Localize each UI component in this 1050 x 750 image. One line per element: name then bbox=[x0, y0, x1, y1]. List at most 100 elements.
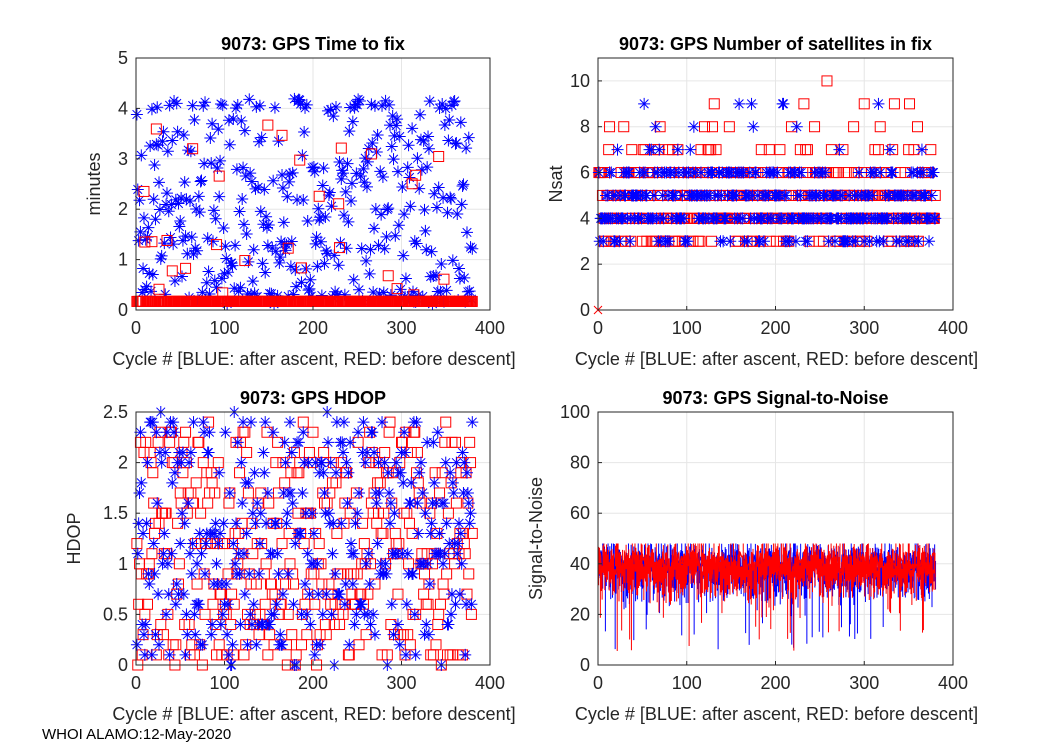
x-axis-label: Cycle # [BLUE: after ascent, RED: before… bbox=[575, 704, 978, 724]
point-after-ascent bbox=[350, 167, 363, 180]
point-after-ascent bbox=[157, 125, 170, 138]
point-after-ascent bbox=[174, 214, 187, 227]
point-after-ascent bbox=[706, 166, 719, 179]
point-before-descent bbox=[888, 98, 900, 110]
point-after-ascent bbox=[253, 99, 266, 112]
point-after-ascent bbox=[250, 638, 263, 651]
point-after-ascent bbox=[336, 436, 349, 449]
point-before-descent bbox=[618, 121, 630, 133]
point-after-ascent bbox=[453, 262, 466, 275]
point-after-ascent bbox=[465, 598, 478, 611]
point-after-ascent bbox=[243, 567, 256, 580]
point-after-ascent bbox=[710, 212, 723, 225]
point-after-ascent bbox=[376, 416, 389, 429]
point-before-descent bbox=[449, 436, 461, 448]
point-before-descent bbox=[710, 144, 722, 156]
point-after-ascent bbox=[403, 171, 416, 184]
point-after-ascent bbox=[342, 466, 355, 479]
data-marks bbox=[130, 406, 479, 671]
point-after-ascent bbox=[311, 557, 324, 570]
point-after-ascent bbox=[422, 130, 435, 143]
point-after-ascent bbox=[337, 416, 350, 429]
point-before-descent bbox=[463, 568, 475, 580]
point-before-descent bbox=[234, 467, 246, 479]
point-after-ascent bbox=[410, 416, 423, 429]
x-tick-label: 400 bbox=[938, 673, 968, 693]
point-after-ascent bbox=[270, 598, 283, 611]
point-after-ascent bbox=[260, 210, 273, 223]
point-after-ascent bbox=[145, 648, 158, 661]
point-after-ascent bbox=[167, 238, 180, 251]
point-before-descent bbox=[464, 436, 476, 448]
point-after-ascent bbox=[230, 101, 243, 114]
point-after-ascent bbox=[239, 170, 252, 183]
point-after-ascent bbox=[328, 249, 341, 262]
point-after-ascent bbox=[160, 187, 173, 200]
point-before-descent bbox=[250, 578, 262, 590]
point-after-ascent bbox=[135, 149, 148, 162]
point-after-ascent bbox=[279, 456, 292, 469]
point-after-ascent bbox=[442, 134, 455, 147]
point-after-ascent bbox=[244, 167, 257, 180]
point-after-ascent bbox=[143, 267, 156, 280]
y-axis-label: HDOP bbox=[64, 512, 84, 564]
chart-title: 9073: GPS HDOP bbox=[240, 388, 386, 408]
point-after-ascent bbox=[160, 426, 173, 439]
point-after-ascent bbox=[179, 648, 192, 661]
point-before-descent bbox=[904, 98, 916, 110]
point-after-ascent bbox=[368, 99, 381, 112]
point-after-ascent bbox=[454, 116, 467, 129]
point-before-descent bbox=[626, 144, 638, 156]
point-after-ascent bbox=[321, 247, 334, 260]
point-after-ascent bbox=[440, 517, 453, 530]
point-after-ascent bbox=[455, 557, 468, 570]
y-tick-label: 2 bbox=[118, 453, 128, 473]
point-before-descent bbox=[433, 151, 445, 163]
point-after-ascent bbox=[173, 220, 186, 233]
point-after-ascent bbox=[222, 598, 235, 611]
point-after-ascent bbox=[159, 288, 172, 301]
point-after-ascent bbox=[274, 251, 287, 264]
point-after-ascent bbox=[272, 135, 285, 148]
point-after-ascent bbox=[300, 98, 313, 111]
point-after-ascent bbox=[259, 416, 272, 429]
point-before-descent bbox=[337, 608, 349, 620]
point-before-descent bbox=[241, 446, 253, 458]
point-after-ascent bbox=[431, 426, 444, 439]
point-after-ascent bbox=[217, 221, 230, 234]
point-after-ascent bbox=[383, 517, 396, 530]
x-tick-label: 0 bbox=[131, 673, 141, 693]
point-after-ascent bbox=[174, 537, 187, 550]
point-after-ascent bbox=[422, 557, 435, 570]
point-after-ascent bbox=[370, 497, 383, 510]
point-after-ascent bbox=[337, 446, 350, 459]
point-after-ascent bbox=[206, 117, 219, 130]
point-after-ascent bbox=[338, 598, 351, 611]
point-after-ascent bbox=[171, 125, 184, 138]
point-after-ascent bbox=[315, 456, 328, 469]
point-after-ascent bbox=[372, 239, 385, 252]
point-before-descent bbox=[161, 234, 173, 246]
point-after-ascent bbox=[317, 162, 330, 175]
point-after-ascent bbox=[337, 209, 350, 222]
point-after-ascent bbox=[285, 235, 298, 248]
point-after-ascent bbox=[247, 598, 260, 611]
point-after-ascent bbox=[247, 243, 260, 256]
point-after-ascent bbox=[927, 166, 940, 179]
point-after-ascent bbox=[294, 527, 307, 540]
point-before-descent bbox=[209, 487, 221, 499]
point-after-ascent bbox=[223, 138, 236, 151]
point-after-ascent bbox=[893, 235, 906, 248]
point-after-ascent bbox=[640, 189, 653, 202]
point-after-ascent bbox=[242, 476, 255, 489]
point-after-ascent bbox=[382, 202, 395, 215]
point-after-ascent bbox=[217, 517, 230, 530]
point-after-ascent bbox=[280, 238, 293, 251]
point-after-ascent bbox=[777, 97, 790, 110]
point-after-ascent bbox=[440, 284, 453, 297]
point-after-ascent bbox=[275, 235, 288, 248]
point-after-ascent bbox=[383, 119, 396, 132]
point-after-ascent bbox=[280, 517, 293, 530]
point-after-ascent bbox=[902, 235, 915, 248]
point-after-ascent bbox=[145, 103, 158, 116]
